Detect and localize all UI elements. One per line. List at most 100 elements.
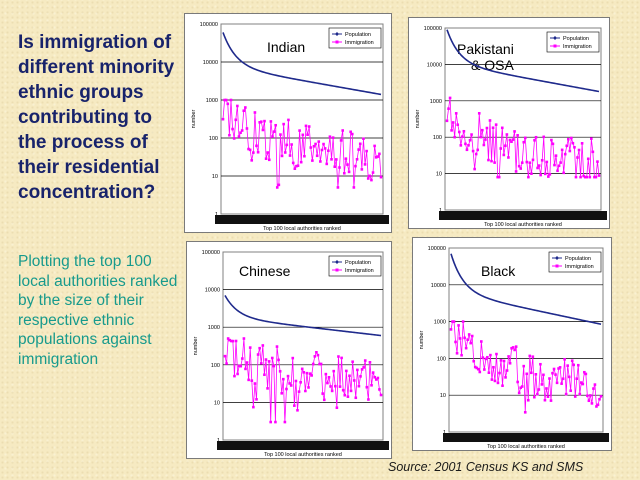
immigration-point [290,143,293,146]
immigration-point [525,372,529,376]
immigration-point [256,150,260,154]
legend-box [546,31,600,53]
immigration-point [577,148,581,152]
immigration-point [556,169,559,173]
immigration-point [277,183,281,187]
immigration-point [252,151,255,154]
immigration-point [258,346,261,350]
y-tick-label: 1000 [430,99,442,105]
immigration-point [241,357,244,360]
immigration-point [566,137,570,141]
immigration-point [279,133,282,136]
immigration-point [543,398,547,402]
chart-title: Indian [267,39,305,55]
immigration-point [274,420,277,424]
immigration-point [583,370,586,374]
immigration-point [356,368,359,372]
population-line [446,29,600,93]
immigration-point [301,133,305,137]
x-axis-label: Top 100 local authorities ranked [484,222,562,228]
immigration-point [484,138,487,141]
immigration-point [360,168,364,171]
immigration-line [224,337,382,423]
immigration-point [306,133,309,137]
immigration-point [505,133,509,136]
immigration-point [591,150,595,154]
immigration-point [572,363,576,367]
plot-area [220,23,384,215]
chart-panel-pakistani: 100000100001000100101numberTop 100 local… [408,17,610,229]
immigration-point [469,341,472,345]
immigration-point [342,171,346,175]
immigration-point [524,136,527,140]
immigration-point [371,371,375,374]
immigration-point [599,395,603,398]
immigration-point [514,345,518,348]
immigration-point [507,355,510,358]
immigration-point [344,157,348,160]
immigration-point [449,328,453,331]
immigration-point [263,119,266,123]
immigration-point [293,167,297,170]
immigration-point [285,143,289,147]
immigration-point [482,143,486,147]
y-tick-label: 10000 [203,60,218,66]
immigration-point [234,118,238,122]
y-tick-label: 100000 [424,26,442,32]
immigration-point [242,337,246,340]
immigration-point [339,139,343,142]
immigration-point [573,395,577,398]
immigration-point [595,405,598,408]
immigration-point [225,362,228,365]
immigration-point [522,364,526,368]
immigration-point [261,128,265,132]
immigration-point [579,175,582,179]
immigration-point [498,371,501,375]
legend-marker [335,32,339,36]
immigration-point [271,135,274,138]
immigration-point [275,186,279,189]
immigration-point [363,359,367,362]
immigration-point [447,107,450,110]
immigration-point [526,398,530,402]
immigration-point [508,138,512,142]
immigration-point [376,155,380,158]
immigration-point [593,383,597,386]
immigration-point [333,165,337,169]
immigration-point [223,354,227,358]
immigration-point [252,405,255,409]
x-tick-labels-band [215,215,389,224]
chart-title: Black [481,263,516,279]
immigration-point [476,148,480,152]
legend-label: Population [565,256,591,262]
immigration-point [455,351,459,355]
immigration-point [559,161,562,164]
immigration-point [549,399,553,402]
immigration-point [594,175,598,179]
immigration-point [484,357,488,361]
immigration-point [497,175,501,179]
legend-marker [553,44,557,48]
immigration-point [370,383,373,387]
immigration-point [256,353,260,356]
immigration-point [368,174,372,178]
immigration-point [365,385,369,389]
immigration-point [370,178,373,182]
immigration-point [322,398,326,402]
chart-title: Pakistani & OSA [457,41,514,73]
immigration-point [367,398,370,401]
immigration-point [500,126,504,130]
immigration-point [358,142,362,146]
immigration-point [349,389,353,393]
immigration-point [568,149,572,153]
immigration-point [480,340,483,343]
immigration-point [467,143,470,147]
immigration-point [567,375,571,379]
immigration-point [242,109,246,113]
immigration-point [232,137,236,140]
immigration-point [247,147,250,151]
y-tick-label: 10 [214,400,220,406]
immigration-point [248,346,252,349]
chart-panel-chinese: 100000100001000100101numberTop 100 local… [186,241,392,459]
immigration-point [542,373,545,377]
